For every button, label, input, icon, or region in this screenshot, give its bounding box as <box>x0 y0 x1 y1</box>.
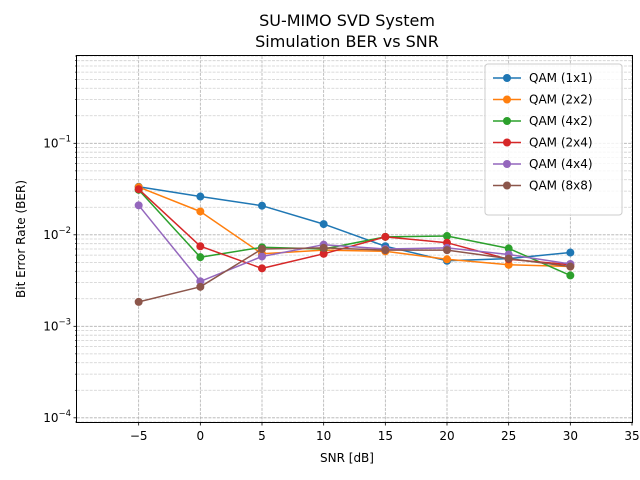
data-point <box>381 246 390 255</box>
data-point <box>258 264 266 273</box>
chart-title-line-2: Simulation BER vs SNR <box>255 32 439 51</box>
data-point <box>196 253 205 262</box>
x-tick-label: 20 <box>439 429 454 443</box>
legend-marker <box>503 117 511 125</box>
legend-label: QAM (4x4) <box>529 157 593 171</box>
data-point <box>443 232 451 241</box>
legend-marker <box>503 95 511 104</box>
data-point <box>134 201 143 210</box>
legend: QAM (1x1) QAM (2x2) QAM (4x2) QAM (2x4) QAM … <box>484 63 623 216</box>
x-tick-label: −5 <box>130 429 148 443</box>
data-point <box>196 207 205 216</box>
data-point <box>504 244 513 253</box>
data-point <box>134 185 143 194</box>
series-line <box>138 186 571 262</box>
data-point <box>258 244 266 253</box>
data-point <box>134 297 143 306</box>
legend-label: QAM (2x2) <box>529 93 593 107</box>
x-tick-label: 10 <box>316 429 331 443</box>
data-point <box>566 271 575 280</box>
data-point <box>319 220 328 229</box>
x-tick-label: 0 <box>197 429 205 443</box>
legend-marker <box>503 181 511 190</box>
legend-label: QAM (8x8) <box>529 179 593 193</box>
x-tick-label: 35 <box>624 429 639 443</box>
x-tick-label: 30 <box>563 429 578 443</box>
x-axis-label: SNR [dB] <box>320 451 374 465</box>
x-tick-label: 15 <box>378 429 393 443</box>
data-point <box>566 262 575 271</box>
legend-box <box>484 63 623 216</box>
y-axis-label: Bit Error Rate (BER) <box>14 180 28 298</box>
data-point <box>196 277 205 286</box>
x-tick-label: 25 <box>501 429 516 443</box>
y-tick-label: 10−1 <box>43 134 71 150</box>
legend-marker <box>503 138 511 147</box>
data-point <box>504 254 513 263</box>
legend-marker <box>503 74 511 82</box>
y-tick-label: 10−2 <box>43 226 71 242</box>
legend-label: QAM (4x2) <box>529 114 593 128</box>
data-point <box>196 282 205 291</box>
legend-label: QAM (1x1) <box>529 71 593 85</box>
data-point <box>566 248 575 257</box>
y-tick-label: 10−3 <box>43 317 71 333</box>
series-line <box>138 186 571 268</box>
data-point <box>443 246 451 255</box>
data-point <box>319 243 328 252</box>
data-point <box>258 252 266 261</box>
x-tick-label: 5 <box>258 429 266 443</box>
data-point <box>319 249 328 258</box>
series-line <box>138 189 571 277</box>
y-tick-label: 10−4 <box>43 409 71 425</box>
axis-ticks: −5 0 5 10 15 20 25 30 35 10−4 10−3 10−2 10−1 <box>43 55 640 443</box>
data-point <box>196 192 205 201</box>
series-line <box>138 204 571 283</box>
data-point <box>196 242 205 251</box>
series-line <box>138 247 571 303</box>
legend-label: QAM (2x4) <box>529 136 593 150</box>
data-point <box>443 255 451 264</box>
data-point <box>381 232 390 241</box>
series-layer <box>134 182 575 306</box>
legend-marker <box>503 160 511 168</box>
data-point <box>504 260 513 269</box>
chart-title-line-1: SU-MIMO SVD System <box>259 11 435 30</box>
data-point <box>258 201 266 210</box>
